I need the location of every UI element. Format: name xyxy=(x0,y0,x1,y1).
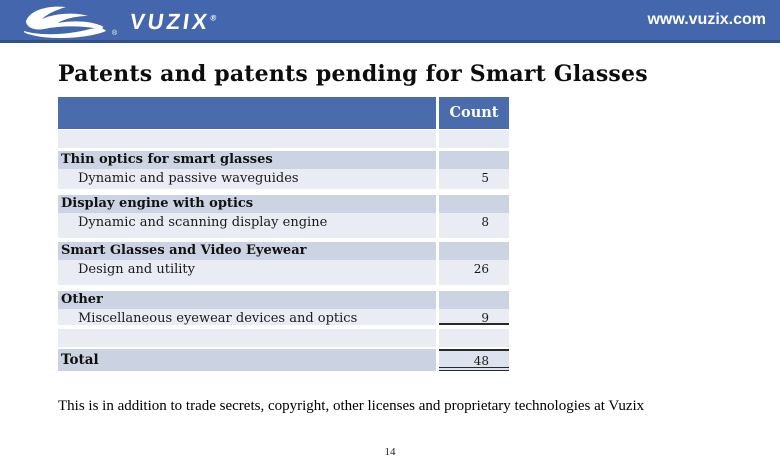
svg-text:®: ® xyxy=(112,29,118,37)
table-header-row: Count xyxy=(58,97,509,129)
group-header-row-smart-glasses: Smart Glasses and Video Eyewear xyxy=(58,242,509,260)
topbar: ® VUZIX® www.vuzix.com xyxy=(0,0,780,43)
page-title: Patents and patents pending for Smart Gl… xyxy=(58,61,648,87)
item-count: 26 xyxy=(439,260,509,285)
group-name: Smart Glasses and Video Eyewear xyxy=(58,242,436,260)
table-row-waveguides: Dynamic and passive waveguides 5 xyxy=(58,169,509,189)
website-link[interactable]: www.vuzix.com xyxy=(647,11,766,28)
total-row: Total 48 xyxy=(58,349,509,371)
group-name: Thin optics for smart glasses xyxy=(58,151,436,169)
page-number: 14 xyxy=(384,446,396,458)
count-column-header: Count xyxy=(439,97,509,129)
table-row-display-engine: Dynamic and scanning display engine 8 xyxy=(58,213,509,238)
brand-registered-icon: ® xyxy=(209,13,217,23)
group-header-row-other: Other xyxy=(58,291,509,309)
item-count: 9 xyxy=(439,309,509,325)
total-label: Total xyxy=(58,349,436,371)
item-label: Dynamic and passive waveguides xyxy=(58,169,436,189)
item-label: Miscellaneous eyewear devices and optics xyxy=(58,309,436,326)
brand-wordmark: VUZIX xyxy=(128,9,212,34)
group-header-row-thin-optics: Thin optics for smart glasses xyxy=(58,151,509,169)
table-row-design-utility: Design and utility 26 xyxy=(58,260,509,285)
patents-table: Count Thin optics for smart glasses Dyna… xyxy=(58,97,509,371)
item-count: 8 xyxy=(439,213,509,238)
item-count: 5 xyxy=(439,169,509,189)
group-name: Other xyxy=(58,291,436,309)
spacer-row-bottom xyxy=(58,329,509,347)
vuzix-logo: ® xyxy=(20,4,120,40)
vuzix-swoosh-icon: ® xyxy=(23,6,118,39)
item-label: Dynamic and scanning display engine xyxy=(58,213,436,238)
table-row-miscellaneous: Miscellaneous eyewear devices and optics… xyxy=(58,309,509,326)
spacer-row-top xyxy=(58,130,509,148)
group-name: Display engine with optics xyxy=(58,195,436,213)
footnote-text: This is in addition to trade secrets, co… xyxy=(58,398,645,414)
item-label: Design and utility xyxy=(58,260,436,285)
brand-text: VUZIX® xyxy=(128,9,217,35)
table-header-blank-cell xyxy=(58,97,436,129)
total-count: 48 xyxy=(439,349,509,371)
group-header-row-display-engine: Display engine with optics xyxy=(58,195,509,213)
